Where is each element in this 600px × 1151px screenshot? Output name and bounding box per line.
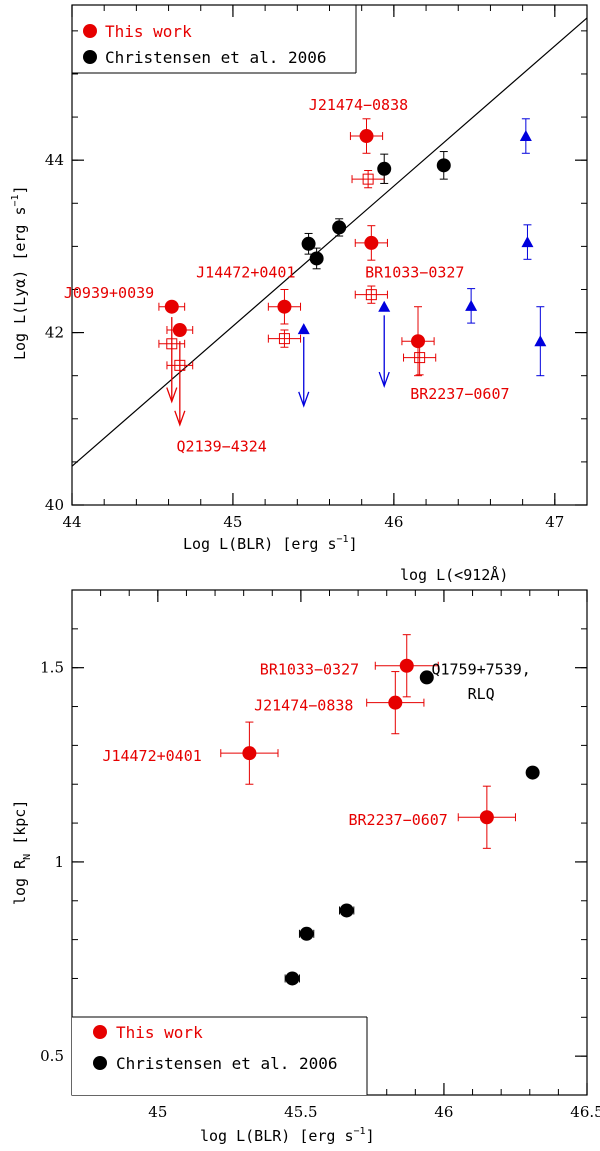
legend-bottom: This work Christensen et al. 2006 [72, 1017, 367, 1095]
figure: 44 45 46 47 40 42 44 J21474−0838 J14472+0401 J09… [0, 0, 600, 1151]
data-point [300, 927, 314, 941]
y-tick-label: 1 [54, 853, 64, 871]
data-point [360, 129, 374, 143]
data-point-triangle [298, 323, 310, 334]
legend-label-this-work: This work [105, 22, 192, 41]
data-point [310, 251, 324, 265]
object-label: BR1033−0327 [365, 263, 464, 281]
object-label: BR2237−0607 [410, 385, 509, 403]
panel-rn-vs-blr: 45 45.5 46 46.5 0.5 1 1.5 BR1033−0327 Q1759+753… [11, 590, 600, 1145]
x-axis-title-top: Log L(BLR) [erg s−1] [183, 534, 358, 553]
legend-marker-this-work [83, 24, 97, 38]
legend-marker-this-work-b [93, 1025, 107, 1039]
data-point [388, 696, 402, 710]
data-point [340, 903, 354, 917]
object-label: RLQ [468, 685, 495, 703]
panel-lya-vs-blr: 44 45 46 47 40 42 44 J21474−0838 J14472+0401 J09… [10, 5, 587, 584]
data-point [173, 323, 187, 337]
y-tick-label: 42 [45, 324, 64, 342]
data-point [400, 659, 414, 673]
object-label: BR2237−0607 [348, 811, 447, 829]
y-axis-title-top: Log L(Lyα) [erg s−1] [10, 185, 29, 360]
data-point [242, 746, 256, 760]
y-tick-label: 1.5 [40, 659, 64, 677]
object-label: J21474−0838 [254, 696, 353, 714]
object-label: J0939+0039 [64, 284, 154, 302]
data-point [364, 236, 378, 250]
object-label: Q1759+7539, [431, 660, 530, 678]
ticks-top: 44 45 46 47 40 42 44 [45, 5, 587, 531]
x-tick-label: 47 [545, 513, 564, 531]
data-point-triangle [465, 300, 477, 311]
y-axis-title-bottom: log RN [kpc] [11, 800, 33, 905]
data-point [411, 334, 425, 348]
object-label: J14472+0401 [196, 263, 295, 281]
plot-frame-top [72, 5, 587, 505]
legend-marker-christensen [83, 50, 97, 64]
data-point [480, 810, 494, 824]
data-point [277, 300, 291, 314]
legend-label-this-work-b: This work [116, 1023, 203, 1042]
data-point [165, 300, 179, 314]
data-point [332, 220, 346, 234]
legend-label-christensen: Christensen et al. 2006 [105, 48, 327, 67]
object-label: J14472+0401 [102, 747, 201, 765]
annotations-bottom: BR1033−0327 Q1759+7539, RLQ J21474−0838 J144… [102, 660, 530, 829]
legend-marker-christensen-b [93, 1056, 107, 1070]
y-tick-label: 0.5 [40, 1047, 64, 1065]
legend-top: This work Christensen et al. 2006 [72, 5, 356, 73]
data-point [437, 158, 451, 172]
data-point-triangle [521, 236, 533, 247]
x-axis-title-secondary: log L(<912Å) [400, 565, 508, 584]
x-tick-label: 45 [223, 513, 242, 531]
fit-line [72, 18, 587, 466]
object-label: Q2139−4324 [177, 438, 267, 456]
annotations-top: J21474−0838 J14472+0401 J0939+0039 BR1033−0… [64, 96, 510, 455]
y-tick-label: 40 [45, 496, 64, 514]
x-tick-label: 46.5 [570, 1103, 600, 1121]
x-tick-label: 44 [62, 513, 81, 531]
x-tick-label: 46 [434, 1103, 453, 1121]
data-point [285, 971, 299, 985]
data-point-triangle [520, 130, 532, 141]
x-axis-title-bottom: log L(BLR) [erg s−1] [200, 1126, 375, 1145]
data-point [526, 766, 540, 780]
object-label: BR1033−0327 [260, 660, 359, 678]
x-tick-label: 45 [148, 1103, 167, 1121]
object-label: J21474−0838 [309, 96, 408, 114]
x-tick-label: 46 [384, 513, 403, 531]
fit-line-group [72, 18, 587, 466]
data-point-triangle [378, 301, 390, 312]
legend-label-christensen-b: Christensen et al. 2006 [116, 1054, 338, 1073]
data-point [302, 237, 316, 251]
x-tick-label: 45.5 [284, 1103, 317, 1121]
data-point-triangle [534, 335, 546, 346]
y-tick-label: 44 [45, 151, 64, 169]
data-point [377, 162, 391, 176]
